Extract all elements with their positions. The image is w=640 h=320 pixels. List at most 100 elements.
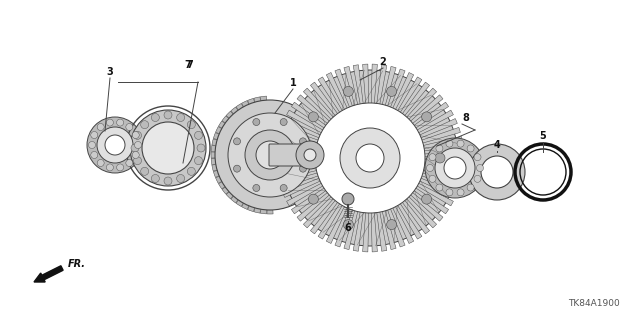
Wedge shape — [370, 137, 463, 158]
Circle shape — [88, 141, 95, 148]
Wedge shape — [297, 158, 370, 221]
Circle shape — [387, 220, 397, 229]
Circle shape — [304, 149, 316, 161]
Circle shape — [134, 132, 141, 140]
Wedge shape — [278, 137, 370, 158]
Circle shape — [228, 113, 312, 197]
Text: 8: 8 — [463, 113, 469, 123]
Wedge shape — [254, 97, 270, 155]
Circle shape — [97, 127, 133, 163]
Text: 1: 1 — [290, 78, 296, 88]
Wedge shape — [260, 155, 270, 214]
Wedge shape — [370, 158, 464, 170]
Wedge shape — [370, 158, 453, 206]
Wedge shape — [218, 155, 270, 189]
Wedge shape — [335, 158, 370, 247]
Circle shape — [457, 189, 464, 196]
Circle shape — [253, 185, 260, 191]
Wedge shape — [211, 145, 270, 155]
Wedge shape — [218, 121, 270, 155]
Wedge shape — [370, 158, 405, 247]
Wedge shape — [212, 155, 270, 171]
Circle shape — [130, 110, 206, 186]
Wedge shape — [280, 127, 370, 158]
Wedge shape — [236, 103, 270, 155]
Circle shape — [340, 128, 400, 188]
Circle shape — [435, 153, 445, 163]
Wedge shape — [370, 88, 436, 158]
Wedge shape — [276, 146, 370, 158]
Text: 2: 2 — [380, 57, 387, 67]
Circle shape — [477, 164, 483, 172]
Circle shape — [91, 132, 98, 139]
Wedge shape — [353, 158, 370, 251]
Wedge shape — [370, 158, 378, 252]
Wedge shape — [344, 67, 370, 158]
Wedge shape — [248, 98, 270, 155]
Circle shape — [134, 156, 141, 164]
Wedge shape — [370, 64, 378, 158]
Wedge shape — [213, 132, 270, 155]
Circle shape — [195, 132, 202, 140]
Circle shape — [295, 153, 305, 163]
Wedge shape — [363, 158, 370, 252]
Wedge shape — [211, 155, 270, 165]
Circle shape — [474, 175, 481, 182]
Wedge shape — [370, 158, 443, 221]
Circle shape — [97, 124, 104, 131]
Wedge shape — [267, 155, 273, 214]
Circle shape — [132, 132, 140, 139]
Circle shape — [234, 165, 241, 172]
Circle shape — [87, 117, 143, 173]
Circle shape — [141, 167, 148, 175]
Circle shape — [234, 138, 241, 145]
Circle shape — [106, 164, 113, 171]
Wedge shape — [222, 155, 270, 194]
Wedge shape — [291, 158, 370, 214]
Wedge shape — [370, 158, 436, 228]
Wedge shape — [370, 65, 387, 158]
Wedge shape — [370, 158, 458, 197]
Wedge shape — [370, 158, 460, 188]
Wedge shape — [335, 69, 370, 158]
Circle shape — [106, 119, 113, 126]
Circle shape — [132, 151, 140, 158]
Wedge shape — [222, 116, 270, 155]
Text: 7: 7 — [187, 60, 193, 70]
Circle shape — [256, 141, 284, 169]
FancyBboxPatch shape — [269, 144, 311, 166]
Wedge shape — [370, 158, 396, 250]
Wedge shape — [370, 69, 405, 158]
Wedge shape — [370, 158, 429, 234]
Circle shape — [308, 194, 318, 204]
Wedge shape — [226, 111, 270, 155]
Circle shape — [446, 140, 453, 147]
Circle shape — [152, 114, 159, 122]
Wedge shape — [370, 127, 460, 158]
Circle shape — [474, 154, 481, 161]
Circle shape — [436, 145, 443, 152]
Circle shape — [177, 174, 184, 182]
Wedge shape — [287, 158, 370, 206]
Circle shape — [300, 138, 307, 145]
Wedge shape — [370, 156, 464, 161]
Wedge shape — [213, 155, 270, 177]
Wedge shape — [353, 65, 370, 158]
Wedge shape — [231, 155, 270, 203]
Circle shape — [469, 144, 525, 200]
Wedge shape — [370, 110, 453, 158]
FancyArrow shape — [34, 266, 63, 282]
Wedge shape — [276, 158, 370, 170]
Wedge shape — [370, 82, 429, 158]
Circle shape — [126, 159, 133, 166]
Wedge shape — [370, 95, 443, 158]
Wedge shape — [211, 152, 270, 158]
Circle shape — [188, 167, 195, 175]
Circle shape — [425, 138, 485, 198]
Wedge shape — [226, 155, 270, 199]
Wedge shape — [318, 77, 370, 158]
Circle shape — [446, 189, 453, 196]
Circle shape — [481, 156, 513, 188]
Wedge shape — [370, 158, 413, 244]
Circle shape — [429, 175, 436, 182]
